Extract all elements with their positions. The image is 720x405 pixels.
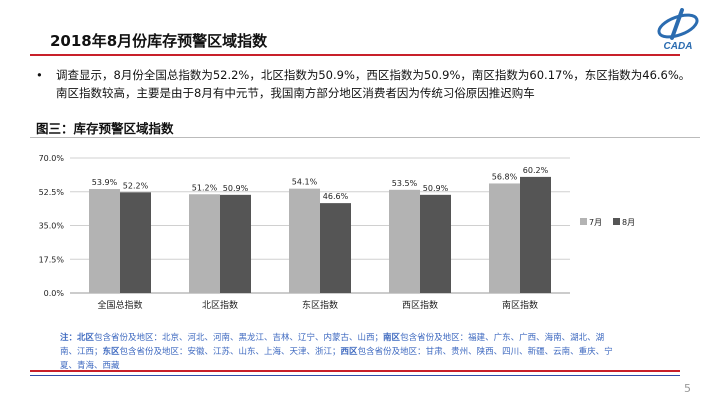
legend-label: 8月 (622, 218, 635, 227)
regional-index-bar-chart: 0.0% 17.5% 35.0% 52.5% 70.0% 53.9% 52.2% 全国总指数 5… (39, 154, 636, 311)
bar-aug (420, 194, 451, 293)
bar-jul (389, 189, 420, 293)
data-label: 52.2% (123, 181, 149, 190)
data-label: 50.9% (223, 184, 249, 193)
title-divider (30, 54, 680, 56)
x-tick-label: 北区指数 (202, 299, 238, 311)
cada-logo-icon: CADA (657, 8, 699, 52)
summary-bullet: • 调查显示，8月份全国总指数为52.2%，北区指数为50.9%，西区指数为50… (36, 66, 701, 102)
region-definition-note: 注：北区包含省份及地区：北京、河北、河南、黑龙江、吉林、辽宁、内蒙古、山西；南区… (60, 331, 620, 373)
bar-aug (220, 194, 251, 293)
bar-aug (120, 192, 151, 293)
footer-blue-divider (30, 375, 680, 376)
note-east-text: 包含省份及地区：安徽、江苏、山东、上海、天津、浙江； (119, 347, 341, 357)
bar-jul (89, 189, 120, 293)
figure-title: 图三：库存预警区域指数 (36, 121, 174, 136)
data-label: 53.5% (392, 179, 418, 188)
y-tick-label: 52.5% (39, 188, 65, 197)
note-east-label: 东区 (102, 347, 120, 357)
note-south-text: 包含省份及地区：福建、广东、广西、海南、湖北、湖南、江西； (60, 333, 605, 357)
data-label: 54.1% (292, 178, 318, 187)
bar-jul (189, 194, 220, 293)
x-tick-label: 全国总指数 (97, 299, 142, 311)
x-tick-label: 南区指数 (502, 299, 538, 311)
data-label: 50.9% (423, 184, 449, 193)
note-north-label: 北区 (77, 333, 95, 343)
y-tick-label: 35.0% (39, 222, 65, 231)
legend-label: 7月 (589, 218, 602, 227)
note-south-label: 南区 (383, 333, 401, 343)
note-prefix: 注： (60, 333, 78, 343)
y-tick-label: 17.5% (39, 255, 65, 264)
y-tick-label: 70.0% (39, 154, 65, 163)
note-west-text: 包含省份及地区：甘肃、贵州、陕西、四川、新疆、云南、重庆、宁夏、青海、西藏 (60, 347, 613, 371)
page-number: 5 (684, 382, 691, 395)
bar-aug (320, 203, 351, 293)
data-label: 46.6% (323, 192, 349, 201)
note-north-text: 包含省份及地区：北京、河北、河南、黑龙江、吉林、辽宁、内蒙古、山西； (94, 333, 384, 343)
x-tick-label: 西区指数 (402, 299, 438, 311)
y-tick-label: 0.0% (44, 289, 65, 298)
note-west-label: 西区 (340, 347, 358, 357)
page-title: 2018年8月份库存预警区域指数 (50, 32, 268, 50)
bar-jul (489, 183, 520, 293)
bar-jul (289, 188, 320, 293)
svg-text:CADA: CADA (664, 41, 693, 52)
summary-text: 调查显示，8月份全国总指数为52.2%，北区指数为50.9%，西区指数为50.9… (56, 68, 691, 100)
bullet-marker: • (36, 68, 43, 82)
bar-aug (520, 176, 551, 293)
data-label: 51.2% (192, 183, 218, 192)
footer-red-divider (30, 370, 680, 372)
data-label: 56.8% (492, 172, 518, 181)
data-label: 53.9% (92, 178, 118, 187)
x-tick-label: 东区指数 (302, 299, 338, 311)
legend-swatch (580, 218, 587, 225)
data-label: 60.2% (523, 166, 549, 175)
figure-divider (30, 137, 700, 138)
legend-swatch (613, 218, 620, 225)
